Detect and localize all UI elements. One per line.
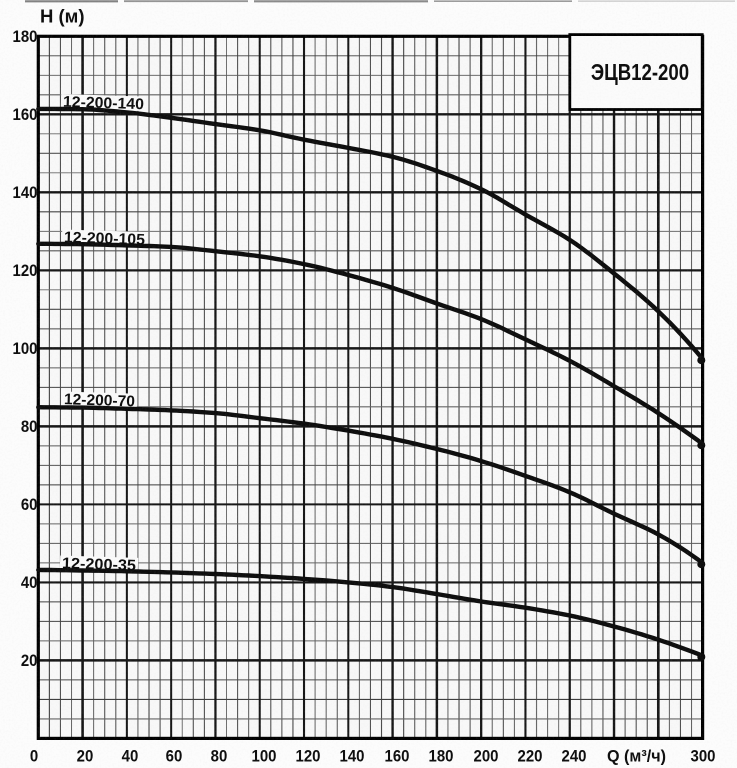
svg-text:100: 100 (252, 748, 277, 766)
svg-text:20: 20 (77, 748, 94, 766)
svg-text:160: 160 (13, 106, 38, 124)
svg-text:140: 140 (340, 748, 365, 766)
svg-text:200: 200 (474, 748, 499, 766)
svg-text:160: 160 (385, 748, 410, 766)
svg-text:120: 120 (296, 748, 321, 766)
svg-text:60: 60 (21, 496, 38, 514)
svg-text:220: 220 (518, 748, 543, 766)
svg-text:180: 180 (429, 748, 454, 766)
svg-text:40: 40 (122, 748, 139, 766)
svg-text:100: 100 (13, 340, 38, 358)
svg-text:20: 20 (21, 652, 38, 670)
svg-text:120: 120 (13, 262, 38, 280)
svg-text:240: 240 (562, 748, 587, 766)
svg-text:H (м): H (м) (40, 6, 85, 27)
svg-text:ЭЦВ12-200: ЭЦВ12-200 (591, 60, 689, 85)
svg-text:180: 180 (13, 28, 38, 46)
svg-text:300: 300 (691, 748, 716, 766)
svg-text:40: 40 (21, 574, 38, 592)
svg-text:80: 80 (21, 418, 38, 436)
svg-text:0: 0 (30, 748, 38, 766)
svg-text:140: 140 (13, 184, 38, 202)
svg-text:60: 60 (166, 748, 183, 766)
svg-text:80: 80 (211, 748, 228, 766)
svg-text:Q (м³/ч): Q (м³/ч) (607, 747, 666, 766)
